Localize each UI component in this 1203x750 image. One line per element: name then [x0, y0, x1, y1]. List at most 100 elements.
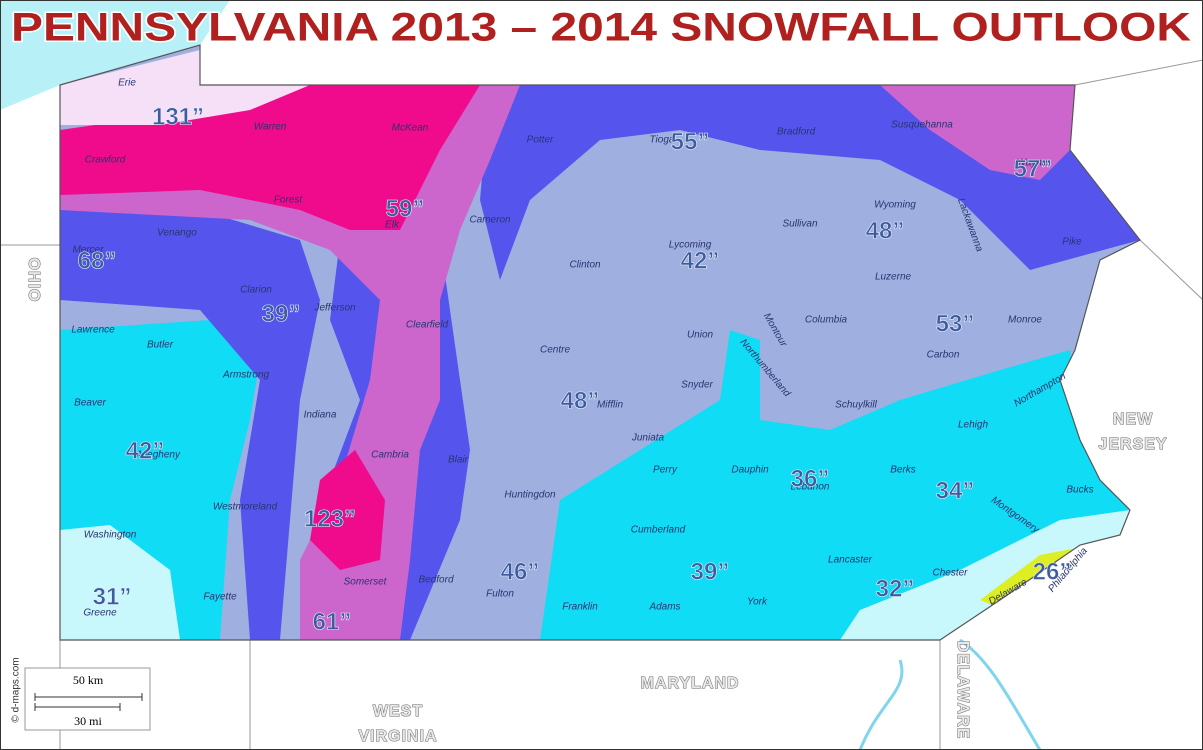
county-label: Monroe [1008, 315, 1042, 326]
county-label: Warren [254, 122, 287, 133]
county-label: Bucks [1066, 485, 1093, 496]
county-label: Snyder [681, 380, 713, 391]
county-label: Cameron [469, 215, 511, 226]
snowfall-amount: 48” [866, 217, 905, 244]
county-label: Adams [648, 602, 680, 613]
scale-bars [34, 693, 143, 711]
snowfall-amount: 42” [126, 437, 165, 464]
map-title: PENNSYLVANIA 2013 – 2014 SNOWFALL OUTLOO… [11, 6, 1191, 50]
county-label: Potter [527, 135, 554, 146]
county-label: Huntingdon [504, 490, 556, 501]
county-label: Washington [84, 530, 137, 541]
lake-erie [0, 0, 230, 110]
county-label: Lancaster [828, 555, 873, 566]
county-label: Blair [448, 455, 469, 466]
snowfall-amount: 57” [1014, 155, 1053, 182]
county-label: Carbon [927, 350, 960, 361]
county-label: Sullivan [782, 219, 817, 230]
scale-mi: 30 mi [74, 714, 102, 728]
state-label: WEST [373, 703, 423, 720]
snowfall-amount: 32” [876, 575, 915, 602]
county-label: Schuylkill [835, 400, 877, 411]
county-label: Franklin [562, 602, 598, 613]
zone [60, 85, 520, 640]
snowfall-amount: 53” [936, 310, 975, 337]
county-label: Indiana [304, 410, 337, 421]
county-label: Fayette [203, 592, 237, 603]
zone [60, 200, 320, 640]
state-label: JERSEY [1098, 436, 1167, 453]
county-label: McKean [392, 123, 429, 134]
county-label: Crawford [85, 155, 126, 166]
snowfall-amount: 26” [1033, 558, 1072, 585]
snowfall-amount: 48” [561, 387, 600, 414]
snowfall-amount: 39” [691, 558, 730, 585]
state-label: VIRGINIA [358, 728, 437, 745]
credit: © d-maps.com [11, 657, 22, 722]
county-label: Tioga [650, 135, 675, 146]
labels: Erie Warren McKean Potter Tioga Bradford Susqu… [24, 78, 1167, 746]
county-label: Clarion [240, 285, 272, 296]
county-label: Cumberland [631, 525, 686, 536]
snowfall-amount: 68” [78, 247, 117, 274]
county-label: Armstrong [222, 370, 270, 381]
rivers [858, 638, 1042, 750]
county-label: Mifflin [597, 400, 624, 411]
county-label: Chester [932, 568, 968, 579]
county-label: Berks [890, 465, 916, 476]
county-label: Fulton [486, 589, 514, 600]
county-label: Bradford [777, 127, 816, 138]
county-label: Forest [274, 195, 304, 206]
zone [840, 510, 1130, 640]
county-label: Somerset [344, 577, 388, 588]
county-label: Venango [157, 228, 197, 239]
pa-outline [59, 44, 1141, 641]
scale-box [24, 667, 151, 731]
county-label: Mercer [72, 245, 104, 256]
state-label: OHIO [25, 258, 42, 303]
zone [60, 525, 180, 640]
county-label: Union [687, 330, 714, 341]
county-label: Dauphin [731, 465, 769, 476]
county-label: Cambria [371, 450, 409, 461]
county-label: Clinton [569, 260, 601, 271]
zone [310, 450, 385, 570]
county-label: Lehigh [958, 420, 988, 431]
county-label: Allegheny [135, 450, 181, 461]
county-label: Wayne [1017, 158, 1048, 169]
snowfall-amount: 31” [93, 583, 132, 610]
county-label: Centre [540, 345, 570, 356]
county-label: Juniata [631, 433, 665, 444]
county-label: Lebanon [791, 482, 830, 493]
snowfall-amount: 42” [681, 247, 720, 274]
county-label: Wyoming [874, 200, 916, 211]
county-label: Elk [385, 220, 400, 231]
snowfall-amount: 131” [152, 103, 204, 130]
snowfall-amount: 39” [262, 300, 301, 327]
snowfall-amount: 46” [501, 558, 540, 585]
county-label: Perry [653, 465, 678, 476]
scale-km: 50 km [73, 673, 104, 687]
county-label: Beaver [74, 398, 106, 409]
state-label: MARYLAND [641, 675, 740, 692]
county-label: Luzerne [875, 272, 912, 283]
county-label: Westmoreland [213, 502, 278, 513]
county-label: Bedford [418, 575, 453, 586]
snowfall-amount: 59” [386, 195, 425, 222]
county-label: Pike [1062, 237, 1082, 248]
state-label: NEW [1113, 411, 1153, 428]
state-label: DELAWARE [954, 641, 971, 740]
county-label: Susquehanna [891, 120, 953, 131]
county-label: York [747, 597, 768, 608]
snowfall-amount: 55” [671, 128, 710, 155]
county-label: Butler [147, 340, 174, 351]
county-label: Erie [118, 78, 136, 89]
snowfall-amount: 34” [936, 477, 975, 504]
snowfall-amount: 123” [304, 505, 356, 532]
county-label: Clearfield [406, 320, 449, 331]
county-label: Greene [83, 608, 117, 619]
county-label: Lycoming [669, 240, 712, 251]
snowfall-amount: 61” [313, 608, 352, 635]
